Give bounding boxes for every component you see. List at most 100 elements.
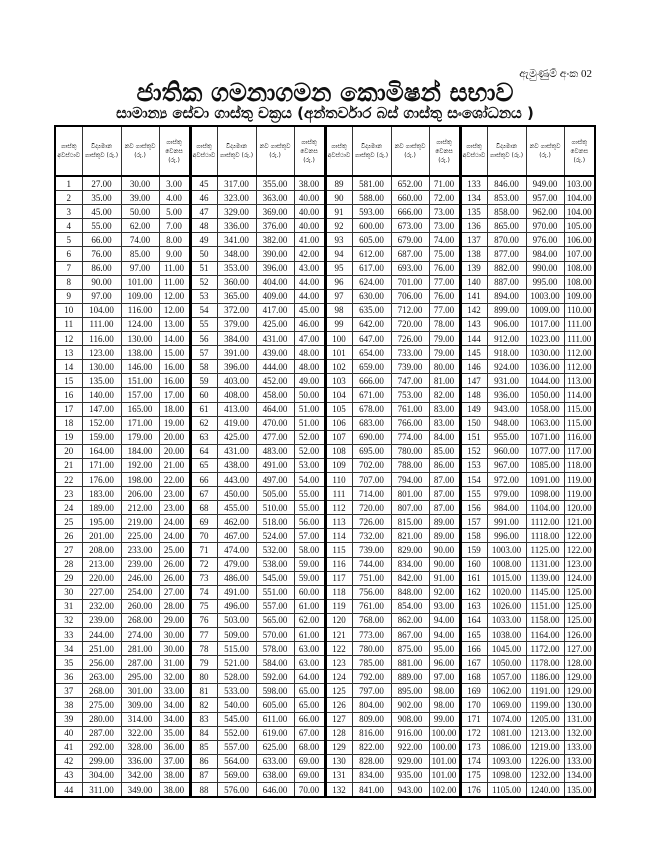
new-fare-cell: 505.00 (255, 486, 295, 502)
fare-difference-cell: 117.00 (563, 443, 596, 459)
new-fare-cell: 1191.00 (525, 683, 565, 699)
fare-stage-cell: 152 (458, 443, 488, 459)
column-header-new-fare: නව ගාස්තුව (රු.) (120, 125, 160, 177)
fare-difference-cell: 90.00 (428, 556, 461, 572)
current-fare-cell: 232.00 (81, 598, 122, 614)
table-row: 28 213.00 239.00 26.00 72 479.00 538.00 59.00 11… (54, 556, 596, 572)
fare-stage-cell: 65 (188, 457, 218, 473)
new-fare-cell: 124.00 (120, 316, 160, 333)
fare-difference-cell: 107.00 (563, 246, 596, 262)
fare-difference-cell: 85.00 (428, 443, 461, 459)
fare-difference-cell: 42.00 (293, 246, 326, 262)
fare-stage-cell: 121 (323, 626, 353, 643)
current-fare-cell: 86.00 (81, 260, 122, 276)
fare-stage-cell: 146 (458, 359, 488, 375)
current-fare-cell: 726.00 (351, 514, 392, 530)
table-row: 42 299.00 336.00 37.00 86 564.00 633.00 69.00 13… (54, 753, 596, 769)
fare-stage-cell: 32 (54, 612, 83, 629)
current-fare-cell: 1081.00 (486, 725, 527, 741)
new-fare-cell: 687.00 (390, 246, 430, 262)
fare-difference-cell: 20.00 (158, 429, 191, 445)
current-fare-cell: 545.00 (216, 711, 257, 727)
fare-difference-cell: 50.00 (293, 387, 326, 403)
current-fare-cell: 785.00 (351, 655, 392, 671)
fare-difference-cell: 119.00 (563, 471, 596, 488)
table-row: 3 45.00 50.00 5.00 47 329.00 369.00 40.00 91 593.… (54, 204, 596, 220)
column-header-fare-difference: ගාස්තු වෙනස (රු.) (563, 125, 596, 177)
fare-stage-cell: 165 (458, 626, 488, 643)
fare-stage-cell: 118 (323, 584, 353, 600)
current-fare-cell: 600.00 (351, 218, 392, 234)
new-fare-cell: 212.00 (120, 500, 160, 516)
fare-difference-cell: 91.00 (428, 570, 461, 586)
current-fare-cell: 739.00 (351, 542, 392, 558)
fare-difference-cell: 46.00 (293, 316, 326, 333)
new-fare-cell: 219.00 (120, 514, 160, 530)
current-fare-cell: 1008.00 (486, 556, 527, 572)
fare-difference-cell: 127.00 (563, 641, 596, 657)
new-fare-cell: 274.00 (120, 626, 160, 643)
fare-stage-cell: 79 (188, 655, 218, 671)
fare-difference-cell: 27.00 (158, 584, 191, 600)
fare-stage-cell: 31 (54, 598, 83, 614)
current-fare-cell: 396.00 (216, 359, 257, 375)
new-fare-cell: 619.00 (255, 725, 295, 741)
new-fare-cell: 295.00 (120, 669, 160, 685)
new-fare-cell: 646.00 (255, 782, 295, 798)
table-row: 2 35.00 39.00 4.00 46 323.00 363.00 40.00 90 588.… (54, 190, 596, 206)
new-fare-cell: 497.00 (255, 471, 295, 488)
current-fare-cell: 244.00 (81, 626, 122, 643)
current-fare-cell: 479.00 (216, 556, 257, 572)
new-fare-cell: 417.00 (255, 302, 295, 318)
current-fare-cell: 171.00 (81, 457, 122, 473)
fare-stage-cell: 116 (323, 556, 353, 572)
new-fare-cell: 1199.00 (525, 697, 565, 713)
fare-difference-cell: 108.00 (563, 274, 596, 290)
current-fare-cell: 220.00 (81, 570, 122, 586)
column-header-current-fare: විද්‍යමාන ගාස්තුව (රු.) (351, 125, 392, 177)
new-fare-cell: 766.00 (390, 415, 430, 431)
current-fare-cell: 1074.00 (486, 711, 527, 727)
current-fare-cell: 419.00 (216, 415, 257, 431)
table-row: 18 152.00 171.00 19.00 62 419.00 470.00 51.00 10… (54, 415, 596, 431)
fare-stage-cell: 50 (188, 246, 218, 262)
fare-stage-cell: 25 (54, 514, 83, 530)
current-fare-cell: 299.00 (81, 753, 122, 769)
current-fare-cell: 147.00 (81, 401, 122, 417)
current-fare-cell: 588.00 (351, 190, 392, 206)
fare-stage-cell: 94 (323, 246, 353, 262)
fare-difference-cell: 120.00 (563, 500, 596, 516)
table-row: 17 147.00 165.00 18.00 61 413.00 464.00 51.00 10… (54, 401, 596, 417)
fare-difference-cell: 97.00 (428, 669, 461, 685)
table-row: 34 251.00 281.00 30.00 78 515.00 578.00 63.00 12… (54, 641, 596, 657)
fare-difference-cell: 132.00 (563, 725, 596, 741)
fare-stage-cell: 114 (323, 528, 353, 544)
fare-difference-cell: 115.00 (563, 415, 596, 431)
fare-difference-cell: 48.00 (293, 359, 326, 375)
current-fare-cell: 201.00 (81, 528, 122, 544)
fare-stage-cell: 22 (54, 471, 83, 488)
fare-stage-cell: 143 (458, 316, 488, 333)
table-row: 27 208.00 233.00 25.00 71 474.00 532.00 58.00 11… (54, 542, 596, 558)
current-fare-cell: 353.00 (216, 260, 257, 276)
fare-difference-cell: 111.00 (563, 316, 596, 333)
fare-difference-cell: 101.00 (428, 753, 461, 769)
current-fare-cell: 894.00 (486, 288, 527, 304)
current-fare-cell: 176.00 (81, 471, 122, 488)
table-row: 21 171.00 192.00 21.00 65 438.00 491.00 53.00 10… (54, 457, 596, 473)
fare-stage-cell: 5 (54, 232, 83, 248)
fare-stage-cell: 149 (458, 401, 488, 417)
current-fare-cell: 804.00 (351, 697, 392, 713)
table-row: 5 66.00 74.00 8.00 49 341.00 382.00 41.00 93 605.… (54, 232, 596, 248)
new-fare-cell: 625.00 (255, 739, 295, 755)
new-fare-cell: 165.00 (120, 401, 160, 417)
fare-difference-cell: 82.00 (428, 387, 461, 403)
fare-stage-cell: 148 (458, 387, 488, 403)
current-fare-cell: 1098.00 (486, 767, 527, 784)
table-row: 10 104.00 116.00 12.00 54 372.00 417.00 45.00 98… (54, 302, 596, 318)
current-fare-cell: 630.00 (351, 288, 392, 304)
fare-stage-cell: 48 (188, 218, 218, 234)
current-fare-cell: 1057.00 (486, 669, 527, 685)
new-fare-cell: 287.00 (120, 655, 160, 671)
new-fare-cell: 701.00 (390, 274, 430, 290)
